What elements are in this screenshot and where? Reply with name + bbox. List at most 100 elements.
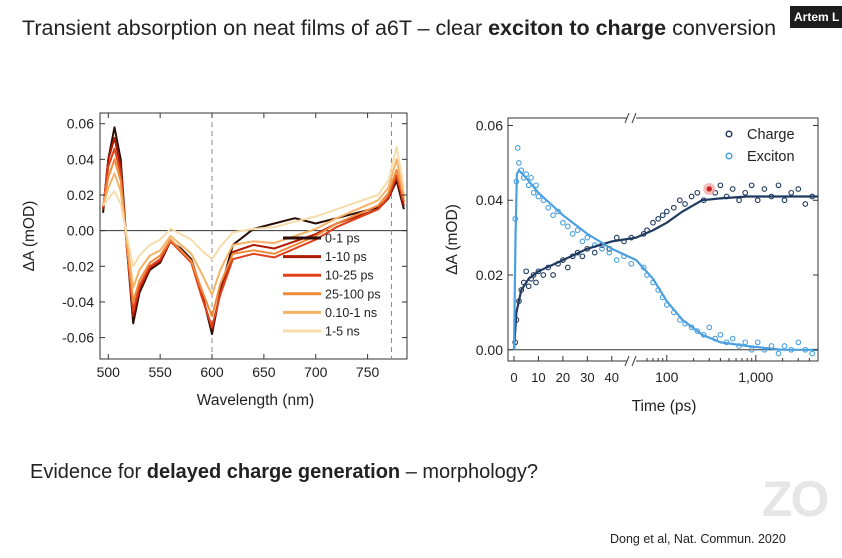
title-bold-text: exciton to charge [488, 16, 667, 40]
y-tick-label: 0.04 [67, 151, 94, 167]
data-point-charge [533, 279, 539, 286]
data-point-charge [742, 189, 749, 196]
fit-line-charge [512, 195, 818, 350]
data-point-charge [754, 197, 761, 204]
x-tick-label: 750 [356, 364, 380, 380]
y-tick-label: 0.00 [476, 342, 503, 358]
data-point-charge [579, 253, 586, 260]
data-point-charge [613, 234, 620, 241]
y-tick-label: 0.02 [67, 187, 94, 203]
data-point-charge [761, 186, 768, 192]
x-tick-label: 10 [531, 370, 545, 385]
data-point-exciton [628, 260, 635, 267]
data-point-charge [676, 197, 683, 204]
legend-label: 10-25 ps [325, 269, 374, 283]
x-tick-label: 700 [304, 364, 328, 380]
axis-break-gap-top [627, 116, 636, 120]
fit-line-exciton [512, 168, 818, 351]
data-point-charge [650, 219, 656, 226]
data-point-exciton [550, 212, 556, 219]
axis-break-mark [624, 112, 630, 124]
legend-label: 1-5 ns [325, 325, 360, 339]
y-tick-label: -0.06 [62, 330, 94, 346]
data-point-charge [530, 272, 537, 278]
data-point-exciton [613, 257, 620, 263]
data-point-exciton [775, 350, 782, 357]
data-point-exciton [754, 339, 761, 346]
legend-label: Charge [747, 127, 795, 143]
legend-marker [725, 130, 733, 138]
data-point-charge [729, 186, 736, 192]
citation: Dong et al, Nat. Commun. 2020 [610, 532, 786, 546]
data-point-exciton [781, 343, 788, 349]
data-point-charge [788, 189, 795, 196]
data-point-charge [591, 249, 598, 256]
x-tick-label: 20 [556, 370, 570, 385]
data-point-charge [525, 283, 532, 290]
axis-break-mark [631, 355, 637, 367]
data-point-exciton [706, 324, 713, 331]
y-axis-label: ΔA (mOD) [21, 201, 38, 272]
data-point-exciton [599, 245, 605, 252]
y-tick-label: 0.06 [476, 117, 503, 133]
axis-break-mark [631, 112, 637, 124]
zoom-watermark: ZO [762, 471, 829, 527]
y-tick-label: 0.04 [476, 192, 503, 208]
evidence-line: Evidence for delayed charge generation –… [30, 461, 538, 484]
x-tick-label: 100 [655, 369, 679, 385]
legend-marker [725, 152, 733, 160]
y-tick-label: -0.04 [62, 294, 94, 310]
legend-label: 1-10 ps [325, 250, 367, 264]
slide-title: Transient absorption on neat films of a6… [22, 16, 776, 41]
data-point-exciton [579, 238, 586, 245]
data-point-exciton [569, 231, 576, 237]
x-axis-label: Wavelength (nm) [197, 392, 314, 409]
x-axis-label: Time (ps) [632, 398, 697, 415]
data-point-exciton [574, 227, 581, 234]
x-tick-label: 0 [510, 370, 517, 385]
series-line-5 [102, 145, 405, 268]
data-point-exciton [564, 223, 571, 230]
data-point-charge [802, 201, 809, 207]
data-point-exciton [729, 335, 736, 342]
data-point-exciton [560, 219, 566, 226]
evidence-bold-text: delayed charge generation [146, 461, 401, 483]
data-point-exciton [528, 174, 534, 181]
data-point-exciton [742, 339, 749, 346]
data-point-exciton [516, 160, 522, 166]
y-tick-label: 0.00 [67, 223, 94, 239]
data-point-exciton [795, 339, 802, 346]
data-point-charge [688, 193, 695, 200]
x-tick-label: 550 [148, 364, 172, 380]
speaker-name-tag: Artem L [790, 6, 842, 28]
x-tick-label: 40 [605, 370, 619, 385]
data-point-charge [682, 201, 688, 207]
data-point-exciton [717, 331, 724, 338]
legend-label: Exciton [747, 149, 795, 165]
evidence-text-end: – morphology? [400, 461, 539, 483]
axis-break-mark [624, 355, 630, 367]
data-point-charge [655, 216, 662, 222]
data-point-charge [659, 212, 666, 219]
data-point-exciton [694, 328, 701, 334]
x-tick-label: 1,000 [738, 369, 773, 385]
x-tick-label: 30 [580, 370, 594, 385]
data-point-charge [670, 204, 677, 211]
y-tick-label: 0.02 [476, 267, 503, 283]
y-tick-label: -0.02 [62, 258, 94, 274]
y-axis-label: ΔA (mOD) [444, 204, 461, 275]
data-point-charge [550, 272, 556, 278]
data-point-charge [795, 186, 802, 192]
x-tick-label: 650 [252, 364, 276, 380]
data-point-charge [523, 268, 530, 275]
legend-label: 0-1 ps [325, 232, 360, 246]
plot-frame [99, 112, 408, 360]
data-point-charge [748, 182, 755, 189]
data-point-charge [775, 182, 782, 189]
title-text-end: conversion [666, 16, 777, 40]
data-point-exciton [514, 145, 521, 151]
legend-label: 25-100 ps [325, 287, 381, 301]
highlight-point [706, 186, 712, 192]
y-tick-label: 0.06 [67, 116, 94, 132]
